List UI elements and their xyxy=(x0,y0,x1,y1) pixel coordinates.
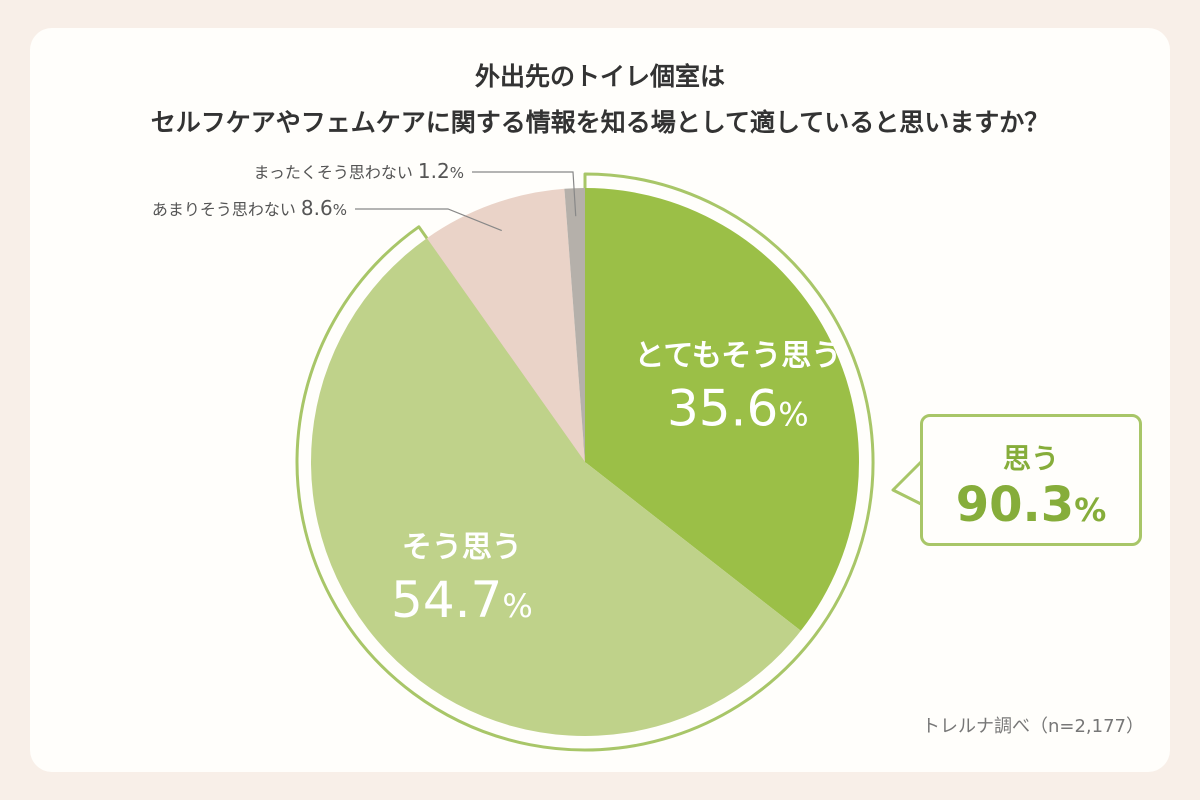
slice-somewhat-disagree-number: 8.6 xyxy=(301,196,333,220)
slice-somewhat-disagree-label: あまりそう思わない xyxy=(152,200,301,219)
slice-agree-percent-sign: % xyxy=(502,587,532,625)
chart-title-line-1: 外出先のトイレ個室は xyxy=(474,62,725,91)
slice-strongly-agree-number: 35.6 xyxy=(667,380,778,438)
slice-strongly-disagree-number: 1.2 xyxy=(418,159,450,183)
slice-strongly-agree-label: とてもそう思う xyxy=(634,339,841,374)
slice-strongly-agree-percent-sign: % xyxy=(778,396,808,434)
slice-strongly-disagree-leader-line xyxy=(472,171,577,217)
total-agree-callout: 思う 90.3% xyxy=(920,414,1142,546)
slice-strongly-disagree-percent-sign: % xyxy=(450,164,464,182)
callout-number: 90.3 xyxy=(955,477,1075,533)
slice-somewhat-disagree-leader-line xyxy=(355,208,502,232)
source-note: トレルナ調べ（n=2,177） xyxy=(921,716,1144,737)
slice-agree-label: そう思う xyxy=(402,530,522,565)
slice-strongly-disagree-label: まったくそう思わない xyxy=(253,163,417,182)
slice-somewhat-disagree-percent-sign: % xyxy=(333,201,347,219)
callout-label: 思う xyxy=(1002,442,1059,475)
slice-somewhat-disagree xyxy=(426,188,585,462)
callout-tail xyxy=(891,458,925,507)
slice-agree xyxy=(311,238,801,736)
slice-agree-value: 54.7% xyxy=(391,571,533,629)
slice-strongly-disagree xyxy=(564,188,585,462)
slice-agree-number: 54.7 xyxy=(391,571,502,629)
slice-somewhat-disagree-callout: あまりそう思わない 8.6% xyxy=(152,196,347,220)
slice-strongly-agree xyxy=(585,187,860,631)
callout-percent-sign: % xyxy=(1074,491,1107,529)
slice-strongly-agree-value: 35.6% xyxy=(667,380,809,438)
chart-title-line-2: セルフケアやフェムケアに関する情報を知る場として適していると思いますか？ xyxy=(150,108,1050,137)
slice-strongly-disagree-callout: まったくそう思わない 1.2% xyxy=(253,159,464,183)
callout-value: 90.3% xyxy=(923,477,1139,533)
